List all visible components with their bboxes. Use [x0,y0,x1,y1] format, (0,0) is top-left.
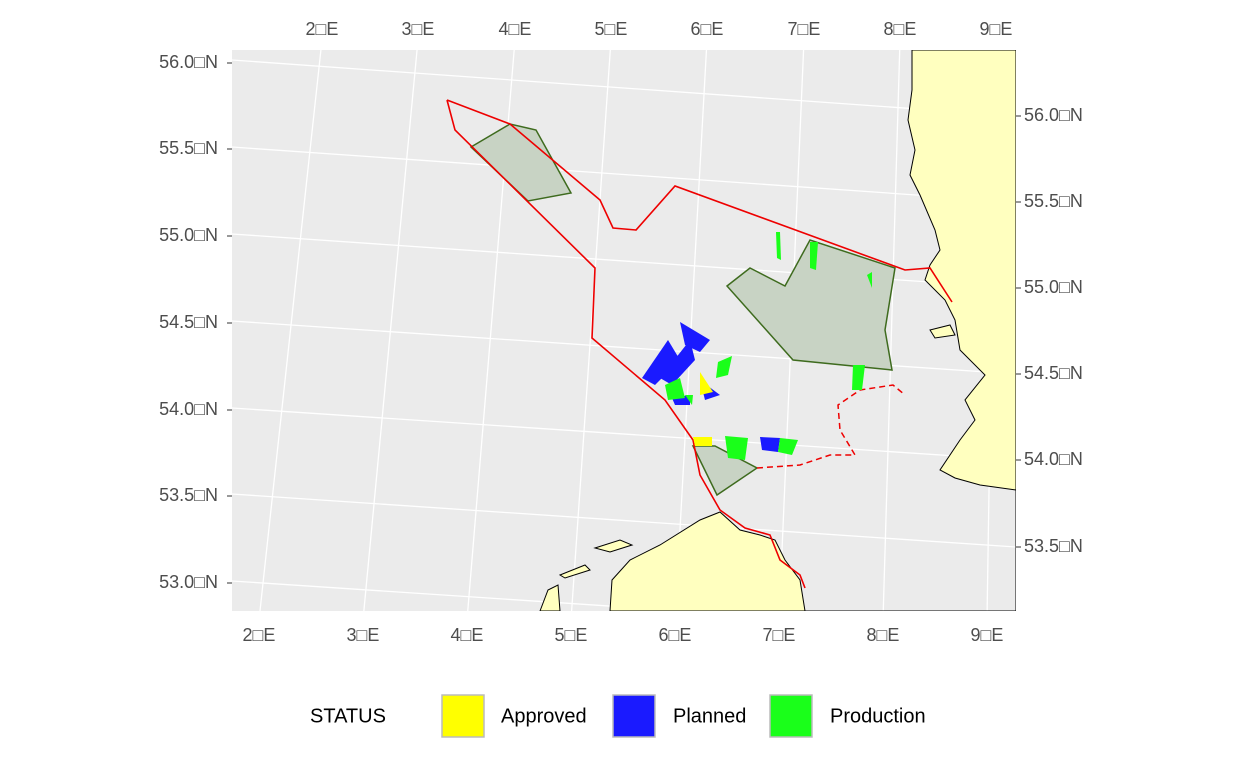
bottom-tick-label: 3□E [347,625,380,645]
right-tick-label: 55.5□N [1024,191,1083,211]
left-tick-label: 53.0□N [159,572,218,592]
right-tick-label: 55.0□N [1024,277,1083,297]
left-tick-label: 56.0□N [159,52,218,72]
bottom-tick-label: 7□E [763,625,796,645]
top-tick-label: 7□E [788,19,821,39]
top-tick-label: 3□E [402,19,435,39]
top-tick-label: 5□E [595,19,628,39]
top-tick-label: 6□E [691,19,724,39]
right-tick-label: 54.5□N [1024,363,1083,383]
legend-title: STATUS [310,705,386,727]
top-tick-label: 9□E [980,19,1013,39]
right-tick-label: 56.0□N [1024,105,1083,125]
legend-label: Production [830,705,926,727]
bottom-tick-label: 2□E [243,625,276,645]
boundary [446,99,953,589]
top-tick-label: 2□E [306,19,339,39]
left-tick-label: 55.0□N [159,225,218,245]
top-tick-label: 8□E [884,19,917,39]
boundary-dashed [756,384,906,469]
bottom-tick-label: 6□E [659,625,692,645]
bottom-tick-label: 5□E [555,625,588,645]
panel [232,50,1016,611]
wind-farms [642,232,872,460]
bottom-tick-label: 4□E [451,625,484,645]
left-tick-label: 53.5□N [159,485,218,505]
left-tick-label: 54.5□N [159,312,218,332]
bottom-tick-label: 9□E [971,625,1004,645]
legend-label: Approved [501,705,587,727]
top-tick-label: 4□E [499,19,532,39]
legend-label: Planned [673,705,746,727]
bottom-tick-label: 8□E [867,625,900,645]
legend-key [612,694,656,738]
tick-labels: 2□E 3□E 4□E 5□E 6□E 7□E 8□E 9□E 2□E 3□E 4□E 5□E 6□E 7… [159,19,1083,645]
right-tick-label: 54.0□N [1024,449,1083,469]
legend: STATUS Approved Planned Production [310,694,926,738]
land [539,50,1016,611]
legend-key [441,694,485,738]
left-tick-label: 55.5□N [159,138,218,158]
right-tick-label: 53.5□N [1024,536,1083,556]
legend-key [769,694,813,738]
left-tick-label: 54.0□N [159,399,218,419]
